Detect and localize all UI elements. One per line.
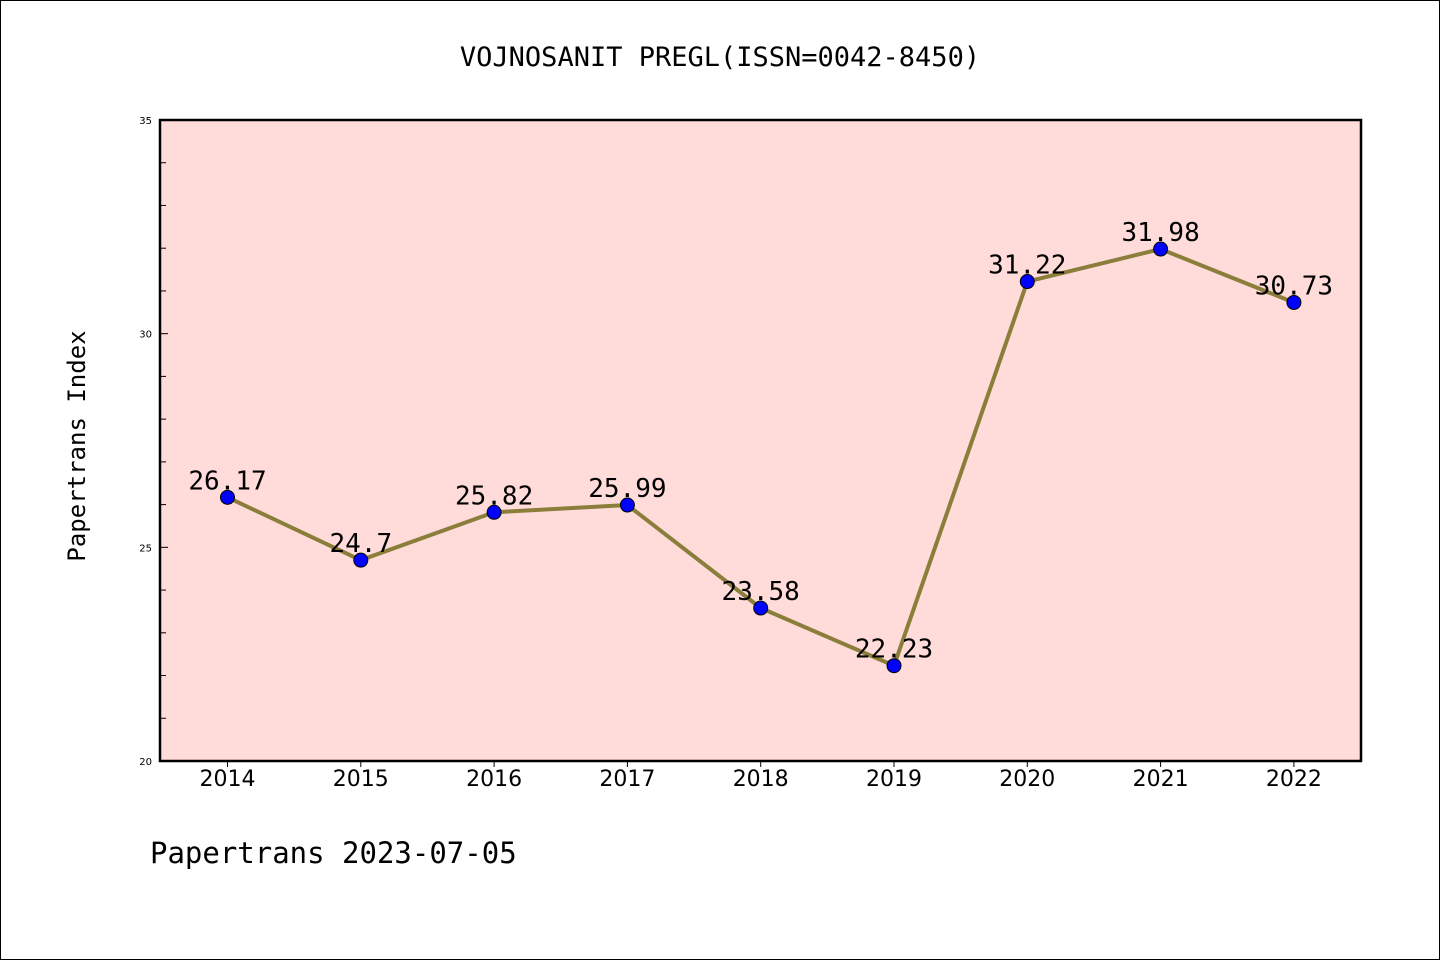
y-tick-label: 35 (139, 116, 152, 127)
y-tick-label: 30 (139, 330, 152, 341)
y-axis-label: Papertrans Index (63, 330, 91, 561)
x-tick-label: 2018 (733, 767, 789, 792)
data-label: 26.17 (188, 466, 266, 496)
chart-title: VOJNOSANIT PREGL(ISSN=0042-8450) (460, 42, 980, 73)
data-label: 30.73 (1255, 271, 1333, 301)
data-label: 25.82 (455, 481, 533, 511)
data-label: 24.7 (329, 529, 392, 559)
x-tick-label: 2016 (466, 767, 522, 792)
x-tick-label: 2021 (1133, 767, 1189, 792)
data-point (753, 600, 769, 616)
data-point (1286, 294, 1302, 310)
data-label: 22.23 (855, 635, 933, 665)
data-label: 31.98 (1121, 218, 1199, 248)
data-label: 23.58 (722, 577, 800, 607)
data-point (886, 658, 902, 674)
footer-text: Papertrans 2023-07-05 (150, 836, 517, 870)
x-tick-label: 2017 (599, 767, 655, 792)
data-point (619, 497, 635, 513)
plot-area (158, 118, 1363, 763)
data-points (220, 241, 1302, 674)
x-tick-label: 2014 (200, 767, 256, 792)
data-point (1153, 241, 1169, 257)
x-tick-label: 2019 (866, 767, 922, 792)
data-point (486, 504, 502, 520)
y-tick-label: 25 (139, 543, 152, 554)
y-tick-label: 20 (139, 757, 152, 768)
data-point (1019, 274, 1035, 290)
data-label: 31.22 (988, 251, 1066, 281)
data-point (353, 552, 369, 568)
data-point (220, 489, 235, 505)
data-labels: 26.17 24.7 25.82 25.99 23.58 22.23 31.22 31.98 3… (188, 218, 1333, 665)
x-axis-ticks: 2014 2015 2016 2017 2018 2019 2020 2021 2022 (200, 761, 1322, 792)
x-tick-label: 2020 (999, 767, 1055, 792)
x-tick-label: 2022 (1266, 767, 1322, 792)
y-axis-ticks: 20 25 30 35 (139, 116, 168, 768)
x-tick-label: 2015 (333, 767, 389, 792)
data-label: 25.99 (588, 474, 666, 504)
